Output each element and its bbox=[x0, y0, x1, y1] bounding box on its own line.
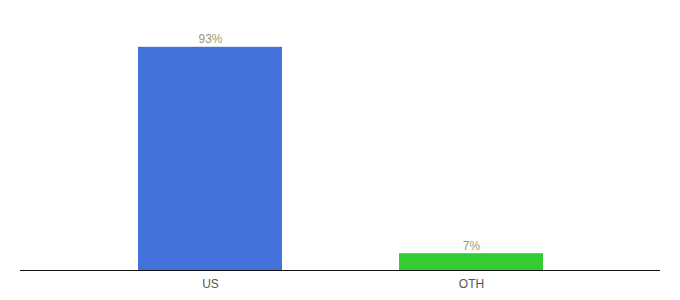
svg-text:93%: 93% bbox=[198, 32, 222, 46]
svg-text:US: US bbox=[202, 277, 219, 291]
svg-text:7%: 7% bbox=[463, 239, 481, 253]
svg-text:OTH: OTH bbox=[459, 277, 484, 291]
